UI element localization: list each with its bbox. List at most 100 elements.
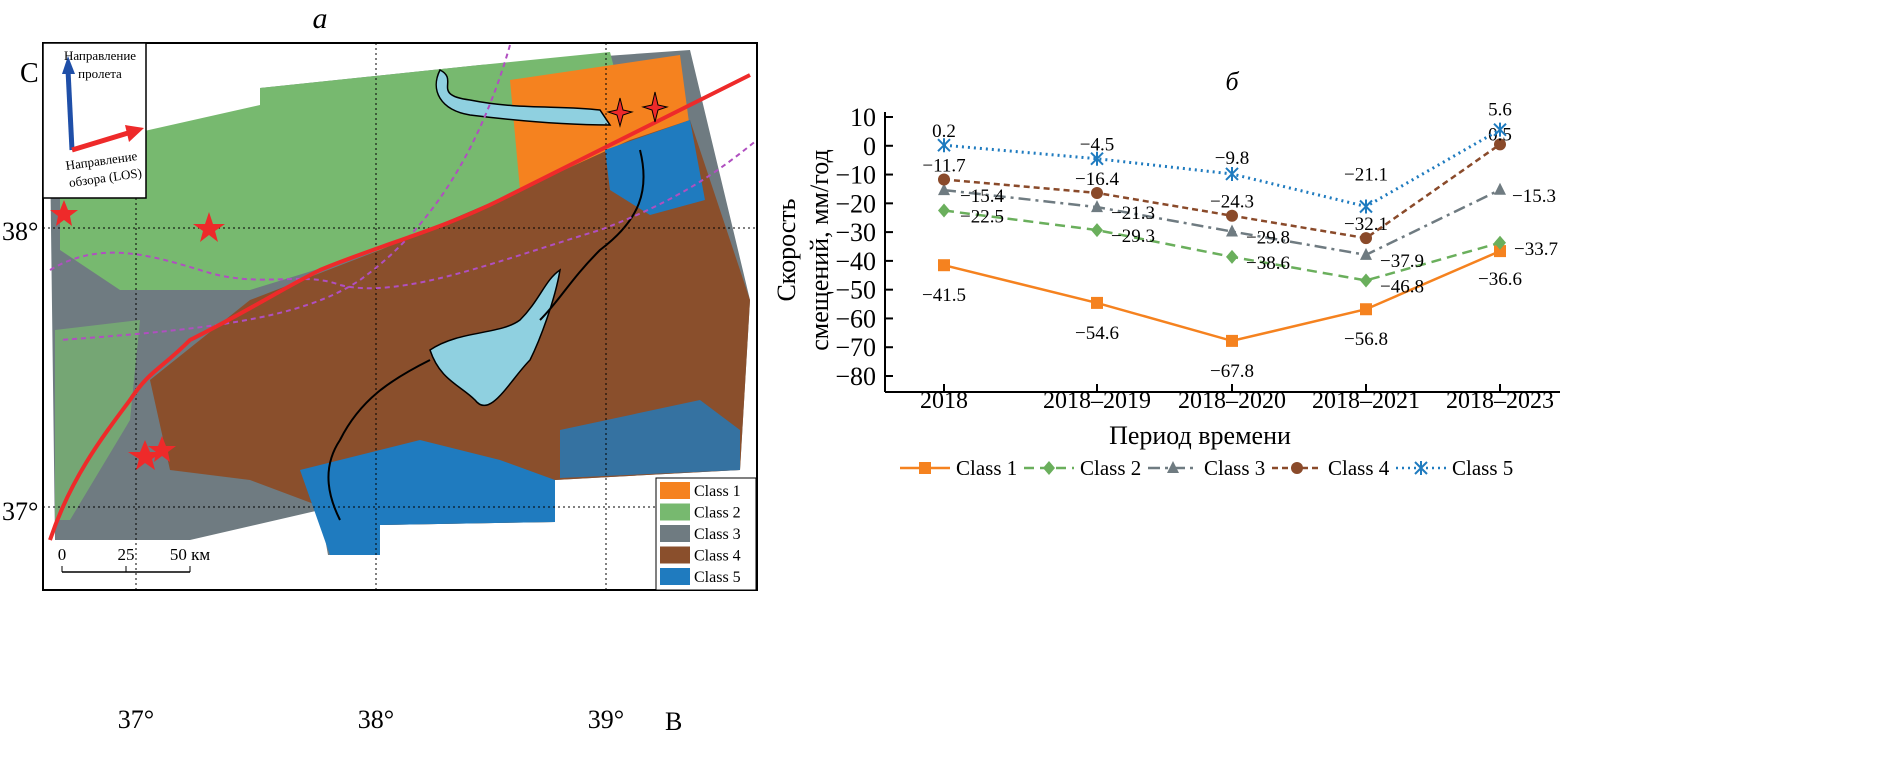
data-label: −36.6 (1478, 269, 1522, 290)
legend-swatch (660, 503, 690, 521)
direction-inset (42, 42, 147, 199)
data-point-marker (1091, 200, 1103, 213)
legend-label: Class 3 (1204, 456, 1265, 480)
east-label: В (665, 707, 682, 736)
data-label: −29.3 (1111, 226, 1155, 247)
data-point-marker (1494, 235, 1506, 250)
y-axis-label-2: смещений, мм/год (805, 149, 834, 350)
scale-bar: 0 25 50 км (58, 545, 211, 573)
data-label: 0.2 (932, 121, 956, 142)
map-reservoir-north (435, 68, 612, 126)
data-label: −37.9 (1380, 251, 1424, 272)
data-label: −22.5 (960, 207, 1004, 228)
flight-direction-label-2: пролета (78, 66, 122, 81)
x-tick-label: 2018 (920, 388, 968, 414)
y-tick-label: −80 (835, 362, 876, 391)
legend-label: Class 2 (1080, 456, 1141, 480)
data-point-marker (1225, 166, 1239, 181)
data-point-marker (938, 183, 950, 196)
data-label: −11.7 (922, 155, 965, 176)
x-axis-label: Период времени (1109, 421, 1291, 450)
legend-swatch (660, 525, 690, 542)
data-point-marker (1494, 138, 1506, 151)
data-label: −21.3 (1111, 203, 1155, 224)
x-tick-label: 2018–2023 (1446, 388, 1554, 414)
data-point-marker (1091, 296, 1103, 309)
flight-arrowhead-icon (62, 56, 75, 74)
epicenter-star-icon (148, 436, 176, 462)
series-class-5: 0.2 −4.5 −9.8 −21.1 5.6 (932, 100, 1512, 214)
y-axis-label-1: Скорость (772, 198, 801, 301)
data-label: 5.6 (1488, 100, 1512, 121)
y-tick-label: −20 (835, 189, 876, 218)
lon-label-39: 39° (588, 705, 624, 734)
legend-swatch (660, 482, 690, 499)
legend-label: Class 2 (694, 505, 741, 522)
x-tick-label: 2018–2021 (1312, 388, 1420, 414)
flight-direction-label-1: Направление (64, 48, 136, 63)
y-tick-label: −10 (835, 161, 876, 190)
scale-label-25: 25 (118, 545, 135, 564)
y-tick-label: −70 (835, 333, 876, 362)
map-legend: Class 1 Class 2 Class 3 Class 4 Class 5 (655, 477, 757, 591)
y-tick-label: −40 (835, 247, 876, 276)
lat-label-37: 37° (2, 497, 38, 526)
lon-label-38: 38° (358, 705, 394, 734)
x-tick-label: 2018–2019 (1043, 388, 1151, 414)
data-label: −54.6 (1075, 323, 1119, 344)
data-point-marker (919, 462, 931, 474)
data-point-marker (1360, 247, 1372, 260)
series-class-4: −11.7−16.4−24.3−32.10.5 (922, 124, 1512, 245)
data-point-marker (1360, 303, 1372, 316)
data-label: −16.4 (1075, 169, 1119, 190)
map-class5-region-s (300, 440, 555, 555)
data-point-marker (1090, 151, 1104, 166)
data-point-marker (1167, 461, 1179, 473)
look-direction-arrow-icon (71, 130, 129, 153)
data-point-marker (1291, 462, 1303, 474)
series-class-3: −15.4 −21.3 −29.8 −37.9 −15.3 (938, 182, 1556, 272)
map-epicenters (50, 91, 669, 470)
data-label: −32.1 (1344, 214, 1388, 235)
data-point-marker (938, 259, 950, 272)
scale-label-50: 50 км (170, 545, 211, 564)
data-point-marker (938, 173, 950, 186)
data-label: −41.5 (922, 285, 966, 306)
data-label: −15.3 (1512, 186, 1556, 207)
data-label: −38.6 (1246, 253, 1290, 274)
look-arrowhead-icon (125, 125, 144, 142)
series-line (943, 188, 1501, 257)
data-label: −56.8 (1344, 329, 1388, 350)
data-point-marker (1226, 209, 1238, 222)
x-tick-label: 2018–2020 (1178, 388, 1286, 414)
data-point-marker (1494, 182, 1506, 195)
data-point-marker (1494, 245, 1506, 258)
data-label: −24.3 (1210, 192, 1254, 213)
data-point-marker (1414, 461, 1428, 475)
data-point-marker (1226, 334, 1238, 347)
legend-label: Class 5 (694, 569, 741, 586)
data-point-marker (1226, 249, 1238, 264)
data-point-marker (1091, 223, 1103, 238)
legend-label: Class 1 (956, 456, 1017, 480)
epicenter-star-icon (641, 91, 669, 123)
chart-title: б (1225, 67, 1239, 96)
legend-label: Class 3 (694, 526, 741, 543)
data-point-marker (1043, 461, 1055, 475)
data-label: −15.4 (960, 186, 1004, 207)
y-tick-label: −30 (835, 218, 876, 247)
data-label: −9.8 (1215, 148, 1249, 169)
epicenter-star-icon (193, 212, 225, 242)
data-point-marker (938, 203, 950, 218)
data-point-marker (937, 138, 951, 153)
data-label: −29.8 (1246, 228, 1290, 249)
map-panel-label: a (313, 2, 328, 35)
data-point-marker (1493, 122, 1507, 137)
lat-label-38: 38° (2, 217, 38, 246)
north-label: С (20, 58, 39, 89)
data-point-marker (1091, 186, 1103, 199)
data-label: −21.1 (1344, 164, 1388, 185)
y-tick-label: −60 (835, 304, 876, 333)
legend-swatch (660, 568, 690, 585)
